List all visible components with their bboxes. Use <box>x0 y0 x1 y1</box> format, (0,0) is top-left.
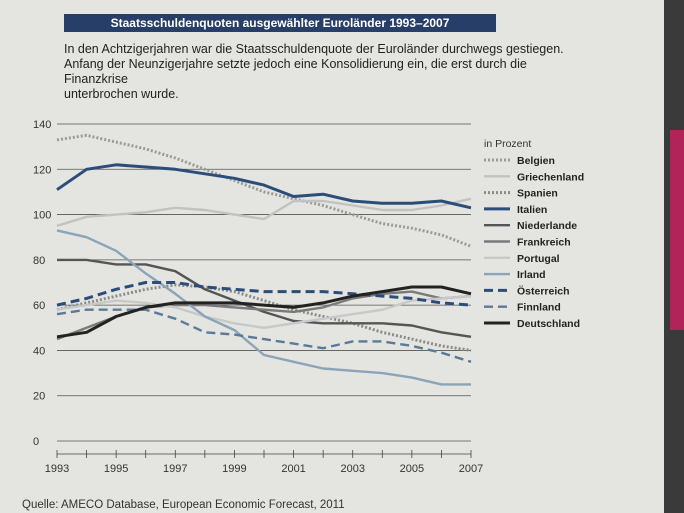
y-tick-label: 20 <box>33 391 45 403</box>
gridlines <box>57 123 471 442</box>
legend-label: Deutschland <box>517 318 580 330</box>
x-tick-label: 1995 <box>104 463 128 475</box>
legend-label: Griechenland <box>517 171 584 183</box>
x-axis-ticks: 1993 1995 1997 1999 2001 2003 2005 2007 <box>45 450 483 475</box>
y-tick-label: 80 <box>33 255 45 267</box>
series-line <box>57 258 472 338</box>
legend-label: Spanien <box>517 188 558 200</box>
legend-label: Frankreich <box>517 237 571 249</box>
y-axis-ticks: 0 20 40 60 80 100 120 140 <box>33 119 51 448</box>
series-line <box>56 197 472 228</box>
series-line <box>56 229 471 386</box>
chart-subtitle: In den Achtzigerjahren war die Staatssch… <box>64 42 584 102</box>
legend-label: Finnland <box>517 302 561 314</box>
x-tick-label: 1997 <box>163 463 187 475</box>
x-tick-label: 2007 <box>459 463 483 475</box>
y-tick-label: 0 <box>33 436 39 448</box>
source-note: Quelle: AMECO Database, European Economi… <box>22 499 345 511</box>
y-tick-label: 140 <box>33 119 51 131</box>
legend-label: Niederlande <box>517 220 577 232</box>
y-tick-label: 60 <box>33 300 45 312</box>
subtitle-line: In den Achtzigerjahren war die Staatssch… <box>64 42 564 56</box>
x-tick-label: 2005 <box>400 463 424 475</box>
x-tick-label: 2003 <box>340 463 364 475</box>
legend-label: Österreich <box>517 284 570 297</box>
x-tick-label: 2001 <box>281 463 305 475</box>
legend: in Prozent Belgien Griechenland Spanien Ital… <box>484 138 584 330</box>
legend-title: in Prozent <box>484 138 531 150</box>
series-line <box>56 133 472 248</box>
legend-label: Belgien <box>517 155 555 167</box>
y-tick-label: 100 <box>33 210 51 222</box>
y-tick-label: 40 <box>33 345 45 357</box>
legend-label: Irland <box>517 269 546 281</box>
series-line <box>56 285 472 339</box>
series-line <box>56 281 472 307</box>
series-line <box>56 308 472 363</box>
y-tick-label: 120 <box>33 164 51 176</box>
x-tick-label: 1993 <box>45 463 69 475</box>
subtitle-line: Anfang der Neunzigerjahre setzte jedoch … <box>64 57 527 86</box>
book-edge-accent <box>670 130 684 330</box>
legend-label: Italien <box>517 204 547 216</box>
x-tick-label: 1999 <box>222 463 246 475</box>
series-line <box>56 163 472 210</box>
series-line <box>56 283 472 352</box>
series-lines <box>56 133 472 386</box>
series-line <box>56 294 472 329</box>
legend-label: Portugal <box>517 253 560 265</box>
chart-title: Staatsschuldenquoten ausgewählter Eurolä… <box>64 14 496 32</box>
subtitle-line: unterbrochen wurde. <box>64 87 179 101</box>
